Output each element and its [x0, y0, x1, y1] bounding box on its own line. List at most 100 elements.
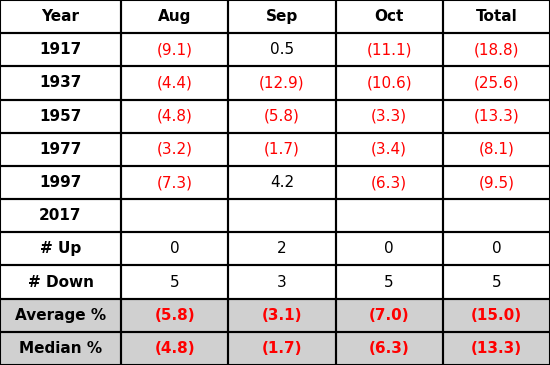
- Bar: [443, 199, 550, 232]
- Text: (8.1): (8.1): [478, 142, 514, 157]
- Text: 4.2: 4.2: [270, 175, 294, 190]
- Text: (9.5): (9.5): [478, 175, 514, 190]
- Bar: [228, 66, 336, 100]
- Bar: [228, 0, 336, 33]
- Bar: [121, 299, 228, 332]
- Text: 0: 0: [384, 241, 394, 256]
- Bar: [228, 33, 336, 66]
- Bar: [121, 100, 228, 133]
- Bar: [0, 332, 121, 365]
- Bar: [121, 332, 228, 365]
- Bar: [336, 299, 443, 332]
- Text: (3.4): (3.4): [371, 142, 407, 157]
- Bar: [336, 265, 443, 299]
- Text: (18.8): (18.8): [474, 42, 519, 57]
- Bar: [0, 133, 121, 166]
- Text: (7.3): (7.3): [157, 175, 192, 190]
- Bar: [336, 66, 443, 100]
- Text: (5.8): (5.8): [155, 308, 195, 323]
- Bar: [443, 232, 550, 265]
- Text: (9.1): (9.1): [157, 42, 192, 57]
- Bar: [228, 265, 336, 299]
- Text: (10.6): (10.6): [366, 76, 412, 91]
- Text: (7.0): (7.0): [369, 308, 409, 323]
- Text: 5: 5: [384, 274, 394, 289]
- Bar: [228, 100, 336, 133]
- Bar: [228, 66, 336, 100]
- Bar: [0, 100, 121, 133]
- Bar: [443, 265, 550, 299]
- Bar: [228, 166, 336, 199]
- Text: Aug: Aug: [158, 9, 191, 24]
- Text: 1937: 1937: [39, 76, 82, 91]
- Bar: [0, 166, 121, 199]
- Bar: [121, 265, 228, 299]
- Text: # Down: # Down: [28, 274, 94, 289]
- Bar: [0, 199, 121, 232]
- Bar: [336, 133, 443, 166]
- Bar: [443, 0, 550, 33]
- Bar: [336, 166, 443, 199]
- Bar: [228, 33, 336, 66]
- Bar: [336, 332, 443, 365]
- Bar: [0, 232, 121, 265]
- Bar: [336, 232, 443, 265]
- Bar: [0, 166, 121, 199]
- Text: Oct: Oct: [375, 9, 404, 24]
- Bar: [0, 199, 121, 232]
- Bar: [443, 232, 550, 265]
- Bar: [121, 133, 228, 166]
- Bar: [121, 199, 228, 232]
- Bar: [0, 232, 121, 265]
- Bar: [443, 299, 550, 332]
- Bar: [443, 66, 550, 100]
- Text: (15.0): (15.0): [471, 308, 522, 323]
- Bar: [228, 332, 336, 365]
- Bar: [121, 265, 228, 299]
- Bar: [0, 265, 121, 299]
- Bar: [121, 299, 228, 332]
- Bar: [336, 100, 443, 133]
- Bar: [121, 33, 228, 66]
- Bar: [443, 332, 550, 365]
- Bar: [443, 33, 550, 66]
- Bar: [336, 33, 443, 66]
- Text: (4.8): (4.8): [157, 109, 192, 124]
- Bar: [121, 0, 228, 33]
- Bar: [443, 166, 550, 199]
- Text: (3.2): (3.2): [157, 142, 192, 157]
- Bar: [443, 100, 550, 133]
- Text: 1917: 1917: [40, 42, 81, 57]
- Text: (4.4): (4.4): [157, 76, 192, 91]
- Bar: [336, 299, 443, 332]
- Bar: [0, 332, 121, 365]
- Bar: [443, 299, 550, 332]
- Text: Total: Total: [476, 9, 517, 24]
- Text: Year: Year: [41, 9, 80, 24]
- Bar: [121, 100, 228, 133]
- Text: (4.8): (4.8): [155, 341, 195, 356]
- Bar: [0, 66, 121, 100]
- Bar: [228, 100, 336, 133]
- Bar: [121, 66, 228, 100]
- Bar: [228, 265, 336, 299]
- Bar: [121, 133, 228, 166]
- Bar: [0, 265, 121, 299]
- Text: (25.6): (25.6): [474, 76, 519, 91]
- Bar: [0, 100, 121, 133]
- Bar: [443, 332, 550, 365]
- Bar: [228, 299, 336, 332]
- Bar: [443, 66, 550, 100]
- Bar: [336, 33, 443, 66]
- Text: (6.3): (6.3): [368, 341, 410, 356]
- Bar: [336, 232, 443, 265]
- Text: (6.3): (6.3): [371, 175, 407, 190]
- Text: 1977: 1977: [39, 142, 82, 157]
- Text: 0.5: 0.5: [270, 42, 294, 57]
- Bar: [336, 66, 443, 100]
- Bar: [121, 332, 228, 365]
- Bar: [228, 133, 336, 166]
- Text: (3.3): (3.3): [371, 109, 407, 124]
- Text: (13.3): (13.3): [474, 109, 519, 124]
- Bar: [228, 232, 336, 265]
